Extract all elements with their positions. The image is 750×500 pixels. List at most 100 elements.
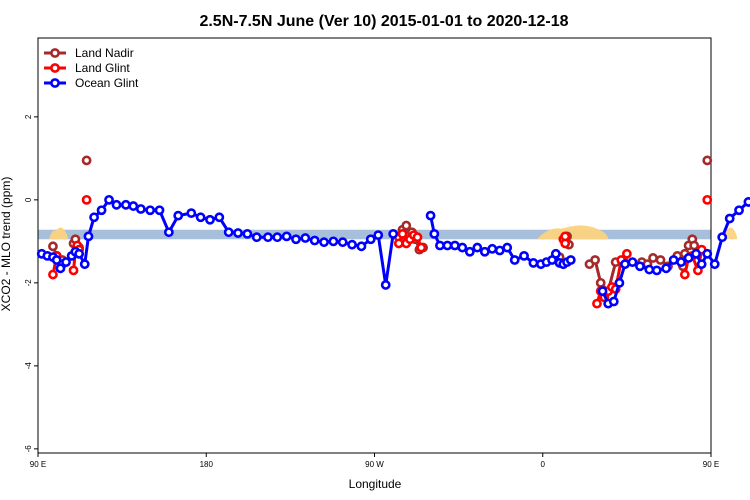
ocean-glint-point: [614, 277, 625, 288]
x-tick-label: 90 W: [365, 460, 384, 469]
ocean-glint-point: [550, 248, 561, 259]
ocean-glint-point: [464, 246, 475, 257]
ocean-glint-point: [328, 236, 339, 247]
ocean-glint-point: [449, 240, 460, 251]
land-patch: [537, 225, 609, 240]
ocean-glint-point: [263, 232, 273, 243]
ocean-glint-point: [457, 242, 468, 253]
ocean-glint-point: [494, 245, 505, 256]
y-tick-label: -4: [24, 362, 33, 370]
ocean-glint-point: [597, 286, 608, 297]
land-glint-point: [702, 194, 713, 205]
ocean-glint-point: [627, 257, 638, 267]
ocean-glint-point: [223, 227, 234, 238]
ocean-glint-point: [479, 246, 490, 257]
ocean-glint-point: [79, 259, 90, 270]
x-tick-label: 90 E: [30, 460, 46, 469]
land-glint-point: [48, 269, 58, 280]
ocean-glint-point: [145, 205, 156, 216]
x-tick-label: 0: [541, 460, 546, 469]
ocean-glint-point: [154, 205, 165, 216]
land-nadir-point: [590, 255, 600, 265]
ocean-glint-point: [502, 242, 513, 253]
land-nadir-point: [81, 155, 92, 166]
ocean-glint-point: [676, 257, 686, 267]
ocean-glint-point: [717, 232, 728, 243]
ocean-glint-point: [528, 258, 539, 268]
ocean-glint-point: [163, 227, 174, 238]
ocean-glint-point: [96, 205, 107, 216]
ocean-glint-point: [251, 232, 262, 243]
land-glint-point: [592, 298, 602, 309]
ocean-glint-point: [347, 239, 357, 250]
ocean-glint-point: [195, 212, 206, 223]
ocean-glint-point: [83, 231, 94, 242]
ocean-glint-point: [373, 230, 384, 241]
ocean-glint-point: [620, 259, 630, 270]
ocean-glint-point: [337, 237, 348, 248]
y-axis-label: XCO2 - MLO trend (ppm): [0, 177, 13, 312]
x-axis-label: Longitude: [349, 477, 402, 491]
ocean-glint-point: [702, 248, 713, 259]
ocean-glint-point: [565, 255, 576, 265]
ocean-glint-point: [442, 240, 453, 251]
land-glint-point: [621, 248, 632, 259]
ocean-glint-point: [651, 265, 662, 276]
ocean-glint-point: [272, 232, 283, 243]
land-glint-point: [393, 238, 404, 249]
ocean-glint-point: [128, 201, 139, 211]
ocean-glint-point: [509, 255, 520, 265]
y-tick-label: 2: [24, 114, 33, 119]
ocean-glint-point: [734, 205, 744, 216]
ocean-glint-point: [55, 263, 66, 274]
ocean-glint-point: [380, 280, 391, 290]
legend-land-glint-marker: [50, 63, 60, 73]
ocean-glint-point: [724, 213, 735, 224]
ocean-glint-point: [425, 210, 436, 221]
land-nadir-point: [48, 241, 58, 252]
ocean-glint-point: [51, 255, 62, 265]
ocean-glint-point: [186, 208, 197, 219]
y-tick-label: -6: [24, 445, 33, 453]
land-nadir-point: [702, 155, 713, 166]
legend-land-glint-label: Land Glint: [75, 61, 130, 75]
ocean-glint-point: [61, 257, 71, 267]
legend-land-nadir-label: Land Nadir: [75, 46, 134, 60]
ocean-glint-point: [388, 228, 399, 239]
ocean-glint-point: [89, 212, 99, 223]
ocean-glint-point: [233, 228, 243, 238]
plot-frame: [37, 37, 712, 454]
ocean-glint-point: [214, 212, 225, 223]
ocean-glint-point: [300, 233, 311, 243]
ocean-glint-point: [743, 197, 750, 207]
ocean-glint-point: [356, 241, 367, 252]
ocean-glint-point: [519, 250, 529, 261]
ocean-glint-point: [205, 214, 215, 225]
x-tick-label: 90 E: [703, 460, 719, 469]
land-glint-point: [679, 269, 690, 280]
ocean-glint-point: [435, 240, 445, 251]
ocean-glint-point: [487, 243, 498, 254]
land-glint-point: [416, 242, 427, 253]
legend-ocean-glint-marker: [50, 78, 60, 88]
land-patch: [49, 227, 68, 240]
land-nadir-point: [595, 277, 606, 288]
ocean-glint-point: [74, 248, 85, 259]
land-glint-point: [81, 194, 92, 205]
land-glint-point: [412, 232, 423, 243]
ocean-glint-point: [291, 234, 301, 245]
ocean-glint-point: [120, 199, 131, 210]
ocean-glint-point: [242, 228, 253, 239]
ocean-glint-point: [472, 242, 483, 253]
y-tick-label: -2: [24, 279, 33, 287]
ocean-glint-point: [309, 235, 320, 246]
ocean-glint-point: [429, 228, 440, 239]
legend-land-nadir-marker: [50, 48, 60, 58]
y-tick-label: 0: [24, 197, 33, 202]
land-nadir-point: [401, 220, 412, 231]
ocean-glint-point: [111, 199, 122, 210]
ocean-glint-point: [683, 253, 694, 263]
ocean-glint-point: [173, 210, 184, 221]
